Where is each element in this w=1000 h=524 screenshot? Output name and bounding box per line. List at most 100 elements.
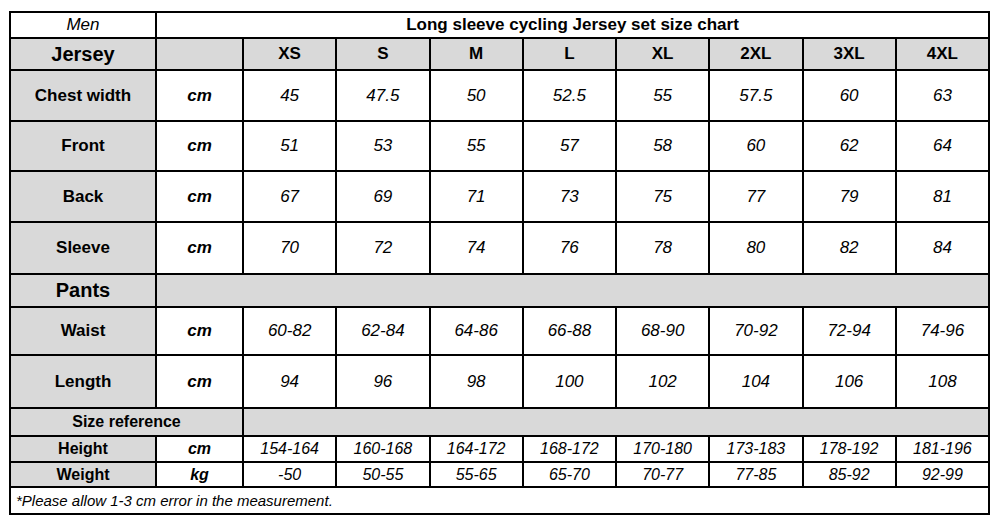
value-cell: 74-96 (896, 307, 989, 355)
value-cell: 96 (336, 355, 429, 408)
value-cell: 75 (616, 171, 709, 222)
value-cell: 51 (243, 121, 336, 171)
value-cell: 76 (523, 222, 616, 274)
value-cell: 64-86 (430, 307, 523, 355)
value-cell: 72-94 (803, 307, 896, 355)
table-row-sleeve: Sleeve cm 70 72 74 76 78 80 82 84 (10, 222, 989, 274)
value-cell: 60 (803, 70, 896, 121)
unit-cell: cm (156, 307, 243, 355)
value-cell: 70-92 (709, 307, 802, 355)
value-cell: 73 (523, 171, 616, 222)
row-label-sleeve: Sleeve (10, 222, 156, 274)
value-cell: 71 (430, 171, 523, 222)
unit-cell: cm (156, 436, 243, 462)
size-chart-table: Men Long sleeve cycling Jersey set size … (9, 11, 990, 515)
chart-title: Long sleeve cycling Jersey set size char… (156, 12, 989, 38)
jersey-header-row: Jersey XS S M L XL 2XL 3XL 4XL (10, 38, 989, 70)
section-label-pants: Pants (10, 274, 156, 307)
value-cell: 58 (616, 121, 709, 171)
value-cell: 78 (616, 222, 709, 274)
value-cell: 84 (896, 222, 989, 274)
size-header-s: S (336, 38, 429, 70)
title-row: Men Long sleeve cycling Jersey set size … (10, 12, 989, 38)
value-cell: 74 (430, 222, 523, 274)
size-reference-header-row: Size reference (10, 408, 989, 436)
value-cell: 72 (336, 222, 429, 274)
table-row-front: Front cm 51 53 55 57 58 60 62 64 (10, 121, 989, 171)
value-cell: 98 (430, 355, 523, 408)
section-label-size-reference: Size reference (10, 408, 243, 436)
value-cell: 178-192 (803, 436, 896, 462)
value-cell: 77-85 (709, 462, 802, 487)
value-cell: 55 (616, 70, 709, 121)
table-row-waist: Waist cm 60-82 62-84 64-86 66-88 68-90 7… (10, 307, 989, 355)
value-cell: 100 (523, 355, 616, 408)
value-cell: 164-172 (430, 436, 523, 462)
value-cell: 70-77 (616, 462, 709, 487)
value-cell: 69 (336, 171, 429, 222)
value-cell: 64 (896, 121, 989, 171)
corner-label-men: Men (10, 12, 156, 38)
value-cell: 77 (709, 171, 802, 222)
value-cell: 67 (243, 171, 336, 222)
value-cell: 79 (803, 171, 896, 222)
unit-cell: cm (156, 222, 243, 274)
value-cell: 154-164 (243, 436, 336, 462)
value-cell: 55 (430, 121, 523, 171)
value-cell: 57.5 (709, 70, 802, 121)
value-cell: 52.5 (523, 70, 616, 121)
value-cell: 108 (896, 355, 989, 408)
row-label-weight: Weight (10, 462, 156, 487)
unit-cell: cm (156, 121, 243, 171)
row-label-waist: Waist (10, 307, 156, 355)
pants-header-spacer-cell (156, 274, 989, 307)
pants-header-row: Pants (10, 274, 989, 307)
value-cell: 50-55 (336, 462, 429, 487)
value-cell: 104 (709, 355, 802, 408)
value-cell: 63 (896, 70, 989, 121)
table-row-back: Back cm 67 69 71 73 75 77 79 81 (10, 171, 989, 222)
footnote-row: *Please allow 1-3 cm error in the measur… (10, 487, 989, 514)
value-cell: 47.5 (336, 70, 429, 121)
table-row-chest-width: Chest width cm 45 47.5 50 52.5 55 57.5 6… (10, 70, 989, 121)
value-cell: 94 (243, 355, 336, 408)
unit-cell: cm (156, 355, 243, 408)
value-cell: 60 (709, 121, 802, 171)
value-cell: 65-70 (523, 462, 616, 487)
table-row-length: Length cm 94 96 98 100 102 104 106 108 (10, 355, 989, 408)
value-cell: 68-90 (616, 307, 709, 355)
unit-cell: cm (156, 70, 243, 121)
size-header-l: L (523, 38, 616, 70)
value-cell: 102 (616, 355, 709, 408)
row-label-length: Length (10, 355, 156, 408)
size-header-m: M (430, 38, 523, 70)
table-row-height: Height cm 154-164 160-168 164-172 168-17… (10, 436, 989, 462)
value-cell: 81 (896, 171, 989, 222)
value-cell: 168-172 (523, 436, 616, 462)
size-header-xs: XS (243, 38, 336, 70)
size-reference-spacer-cell (243, 408, 989, 436)
footnote-text: *Please allow 1-3 cm error in the measur… (10, 487, 989, 514)
value-cell: 57 (523, 121, 616, 171)
value-cell: 85-92 (803, 462, 896, 487)
value-cell: 160-168 (336, 436, 429, 462)
value-cell: 70 (243, 222, 336, 274)
value-cell: 62 (803, 121, 896, 171)
value-cell: 45 (243, 70, 336, 121)
row-label-chest-width: Chest width (10, 70, 156, 121)
section-label-jersey: Jersey (10, 38, 156, 70)
value-cell: 82 (803, 222, 896, 274)
value-cell: 60-82 (243, 307, 336, 355)
size-header-3xl: 3XL (803, 38, 896, 70)
jersey-header-spacer-cell (156, 38, 243, 70)
value-cell: 62-84 (336, 307, 429, 355)
value-cell: 170-180 (616, 436, 709, 462)
unit-cell: kg (156, 462, 243, 487)
value-cell: 66-88 (523, 307, 616, 355)
value-cell: 181-196 (896, 436, 989, 462)
size-header-4xl: 4XL (896, 38, 989, 70)
row-label-front: Front (10, 121, 156, 171)
value-cell: 173-183 (709, 436, 802, 462)
value-cell: 80 (709, 222, 802, 274)
table-row-weight: Weight kg -50 50-55 55-65 65-70 70-77 77… (10, 462, 989, 487)
